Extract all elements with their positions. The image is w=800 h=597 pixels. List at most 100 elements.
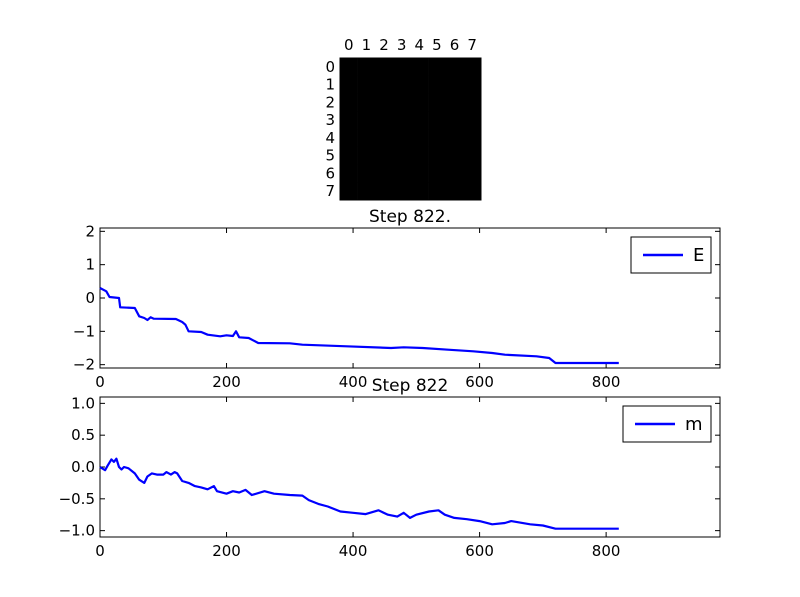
heatmap-cell [392,182,411,201]
x-tick-label: 800 [592,542,621,560]
x-tick-label: 0 [95,542,105,560]
heatmap-cell [340,164,358,183]
x-tick-label: 0 [95,373,105,391]
heatmap-xtick-label: 4 [415,36,425,54]
heatmap-cell [410,58,429,77]
heatmap-cell [375,146,394,165]
heatmap-cell [375,93,394,112]
heatmap-cell [410,75,429,94]
heatmap-cell [410,164,429,183]
heatmap-ytick-label: 5 [325,147,335,165]
heatmap-cell [445,58,464,77]
y-tick-label: 0.5 [71,426,95,444]
y-tick-label: 2 [85,222,95,240]
heatmap-cell [375,129,394,148]
heatmap-cell [375,182,394,201]
y-tick-label: 1 [85,256,95,274]
heatmap-cell [428,93,447,112]
heatmap-xtick-label: 2 [379,36,389,54]
y-tick-label: −0.5 [59,490,95,508]
heatmap-xtick-label: 5 [432,36,442,54]
heatmap-cell [410,111,429,130]
x-tick-label: 400 [339,373,368,391]
heatmap-ytick-label: 0 [325,58,335,76]
x-tick-label: 400 [339,542,368,560]
legend-label: m [685,414,703,435]
heatmap-cell [463,129,482,148]
heatmap-cell [392,75,411,94]
heatmap-cell [463,111,482,130]
y-tick-label: 0.0 [71,458,95,476]
heatmap-title: Step 822. [369,207,451,227]
heatmap-cell [357,75,376,94]
series-line-m [99,457,619,530]
heatmap-ytick-label: 7 [325,182,335,200]
heatmap-cell [340,58,358,77]
heatmap-xtick-label: 1 [362,36,372,54]
heatmap-ytick-label: 6 [325,164,335,182]
heatmap-xtick-label: 6 [450,36,460,54]
series-line-E [99,287,619,365]
heatmap-xtick-label: 0 [344,36,354,54]
heatmap-cell [357,111,376,130]
heatmap-cell [340,111,358,130]
heatmap-cell [357,58,376,77]
mag-panel: 0 200 400 600 800 1.0 0.5 0.0 −0.5 −1.0 m [59,394,721,560]
heatmap-cell [428,146,447,165]
heatmap-cell [375,58,394,77]
heatmap-cell [392,129,411,148]
heatmap-cell [428,182,447,201]
y-tick-label: 0 [85,289,95,307]
x-tick-label: 800 [592,373,621,391]
heatmap-ytick-label: 4 [325,129,335,147]
heatmap-cell [340,75,358,94]
heatmap-cell [463,93,482,112]
heatmap-cell [445,75,464,94]
heatmap-cell [445,93,464,112]
heatmap-cell [445,164,464,183]
heatmap-cell [445,111,464,130]
heatmap-cell [428,164,447,183]
heatmap-ytick-label: 1 [325,76,335,94]
heatmap-cell [357,93,376,112]
heatmap-cell [428,58,447,77]
heatmap-cell [357,129,376,148]
heatmap-cell [375,164,394,183]
heatmap-cell [428,129,447,148]
heatmap-cell [392,146,411,165]
heatmap-cell [392,58,411,77]
heatmap-ytick-label: 2 [325,93,335,111]
y-tick-label: −1.0 [59,522,95,540]
legend-label: E [693,245,704,266]
energy-title: Step 822 [372,376,449,396]
y-tick-label: −2 [73,356,95,374]
y-tick-label: −1 [73,322,95,340]
heatmap-cell [445,129,464,148]
energy-panel: Step 822 0 200 400 600 800 2 1 0 −1 −2 E [73,222,721,396]
heatmap-cell [445,182,464,201]
heatmap-cell [340,93,358,112]
heatmap-cell [375,111,394,130]
heatmap-cell [410,129,429,148]
heatmap-ytick-label: 3 [325,111,335,129]
x-tick-label: 200 [212,542,241,560]
x-tick-label: 200 [212,373,241,391]
heatmap-cell [428,111,447,130]
heatmap-cell [463,164,482,183]
heatmap-xtick-label: 7 [467,36,477,54]
heatmap-cell [445,146,464,165]
heatmap-cell [410,93,429,112]
heatmap-cell [340,182,358,201]
x-tick-label: 600 [465,373,494,391]
heatmap-cell [392,111,411,130]
heatmap-cell [463,182,482,201]
y-tick-label: 1.0 [71,394,95,412]
heatmap-cell [463,58,482,77]
heatmap-cell [375,75,394,94]
heatmap-cell [463,75,482,94]
plot-frame [99,227,721,369]
heatmap-cell [357,146,376,165]
heatmap-cell [357,164,376,183]
